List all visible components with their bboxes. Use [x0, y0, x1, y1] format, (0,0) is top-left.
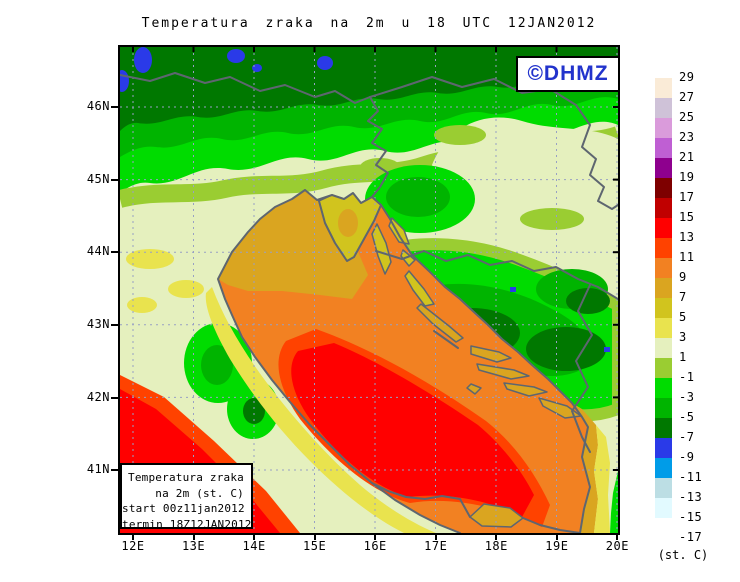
colorbar-tick-label: -9 [679, 450, 695, 464]
legend-line: na 2m (st. C) [155, 486, 244, 500]
map-legend-box: Temperatura zraka na 2m (st. C) start 00z1… [120, 463, 253, 531]
colorbar-swatch [655, 218, 672, 238]
colorbar-tick-label: 3 [679, 330, 687, 344]
lon-axis-tick [434, 533, 437, 540]
colorbar-tick-label: 17 [679, 190, 695, 204]
lon-axis-tick [374, 533, 377, 540]
dhmz-logo-text: ©DHMZ [527, 62, 609, 85]
lon-axis-label: 12E [121, 539, 145, 553]
lat-axis-label: 42N [86, 389, 110, 404]
colorbar-tick-label: 5 [679, 310, 687, 324]
lon-axis-label: 16E [363, 539, 387, 553]
colorbar-tick-label: 19 [679, 170, 695, 184]
lat-axis-tick [111, 469, 118, 472]
lon-axis-label: 13E [181, 539, 206, 553]
colorbar-tick-label: -15 [679, 510, 703, 524]
colorbar-tick-label: 9 [679, 270, 687, 284]
map-istria-and-islands [318, 192, 582, 528]
lon-axis-tick [192, 533, 195, 540]
page-title: Temperatura zraka na 2m u 18 UTC 12JAN20… [141, 16, 597, 31]
colorbar-tick-label: 29 [679, 70, 695, 84]
colorbar-swatch [655, 138, 672, 158]
lon-axis-label: 15E [303, 539, 327, 553]
map-land-fills [120, 47, 618, 533]
map-country-borders [120, 72, 618, 453]
colorbar-tick-label: 25 [679, 110, 695, 124]
legend-line: start 00z11jan2012 [122, 502, 245, 515]
colorbar-tick-label: -5 [679, 410, 695, 424]
colorbar-swatch [655, 238, 672, 258]
colorbar-swatch [655, 98, 672, 118]
colorbar-tick-label: 15 [679, 210, 695, 224]
lat-axis-label: 41N [86, 462, 110, 477]
colorbar-tick-label: 27 [679, 90, 695, 104]
colorbar-swatch [655, 298, 672, 318]
lon-axis-label: 18E [484, 539, 508, 553]
colorbar-swatch [655, 458, 672, 478]
colorbar-unit-label: (st. C) [657, 548, 709, 562]
map-graticule [120, 47, 618, 533]
map-canvas [120, 47, 618, 533]
lat-axis-label: 46N [86, 99, 110, 113]
legend-line: Temperatura zraka [128, 471, 244, 484]
colorbar-swatch [655, 178, 672, 198]
colorbar-swatch [655, 358, 672, 378]
colorbar-tick-label: -7 [679, 430, 695, 444]
lon-axis-tick [253, 533, 256, 540]
colorbar-swatch [655, 258, 672, 278]
colorbar-tick-label: -17 [679, 530, 703, 544]
colorbar-swatch [655, 278, 672, 298]
colorbar-tick-label: 13 [679, 230, 695, 244]
lon-axis-label: 19E [545, 539, 569, 553]
lon-axis-tick [132, 533, 134, 540]
lon-axis-label: 20E [605, 539, 629, 553]
colorbar-tick-label: 7 [679, 290, 687, 304]
colorbar-tick-label: 21 [679, 150, 695, 164]
lon-axis-tick [495, 533, 498, 540]
lat-axis-tick [111, 106, 118, 108]
lat-axis-label: 45N [86, 171, 110, 186]
colorbar-swatch [655, 318, 672, 338]
colorbar-swatch [655, 338, 672, 358]
colorbar-tick-label: -1 [679, 370, 695, 384]
lon-axis-tick [555, 533, 558, 540]
colorbar-tick-label: 1 [679, 350, 687, 364]
colorbar-swatch [655, 118, 672, 138]
colorbar-tick-label: 11 [679, 250, 695, 264]
map-frame [118, 45, 620, 535]
colorbar-tick-label: -3 [679, 390, 695, 404]
colorbar-swatch [655, 398, 672, 418]
lat-axis-label: 44N [86, 244, 110, 259]
lon-axis-tick [616, 533, 619, 540]
colorbar-swatch [655, 438, 672, 458]
dhmz-logo-badge: ©DHMZ [516, 56, 620, 92]
lat-axis-tick [111, 396, 118, 399]
lat-axis-tick [111, 323, 118, 326]
colorbar-swatch [655, 78, 672, 98]
colorbar-swatch [655, 378, 672, 398]
colorbar-swatch [655, 418, 672, 438]
colorbar-tick-label: 23 [679, 130, 695, 144]
colorbar-swatch [655, 498, 672, 518]
colorbar-swatch [655, 158, 672, 178]
lat-axis-tick [111, 251, 118, 254]
colorbar-tick-label: -11 [679, 470, 703, 484]
colorbar-swatch [655, 518, 672, 538]
legend-line: termin 18Z12JAN2012 [122, 517, 252, 531]
lat-axis-label: 43N [86, 316, 110, 331]
map-inner-ticks [132, 47, 618, 471]
colorbar-swatch [655, 198, 672, 218]
lon-axis-tick [313, 533, 316, 540]
colorbar-swatch [655, 478, 672, 498]
lon-axis-label: 14E [242, 539, 266, 553]
lon-axis-label: 17E [424, 539, 448, 553]
lat-axis-tick [111, 178, 118, 181]
map-coastlines [217, 189, 591, 533]
colorbar-tick-label: -13 [679, 490, 703, 504]
